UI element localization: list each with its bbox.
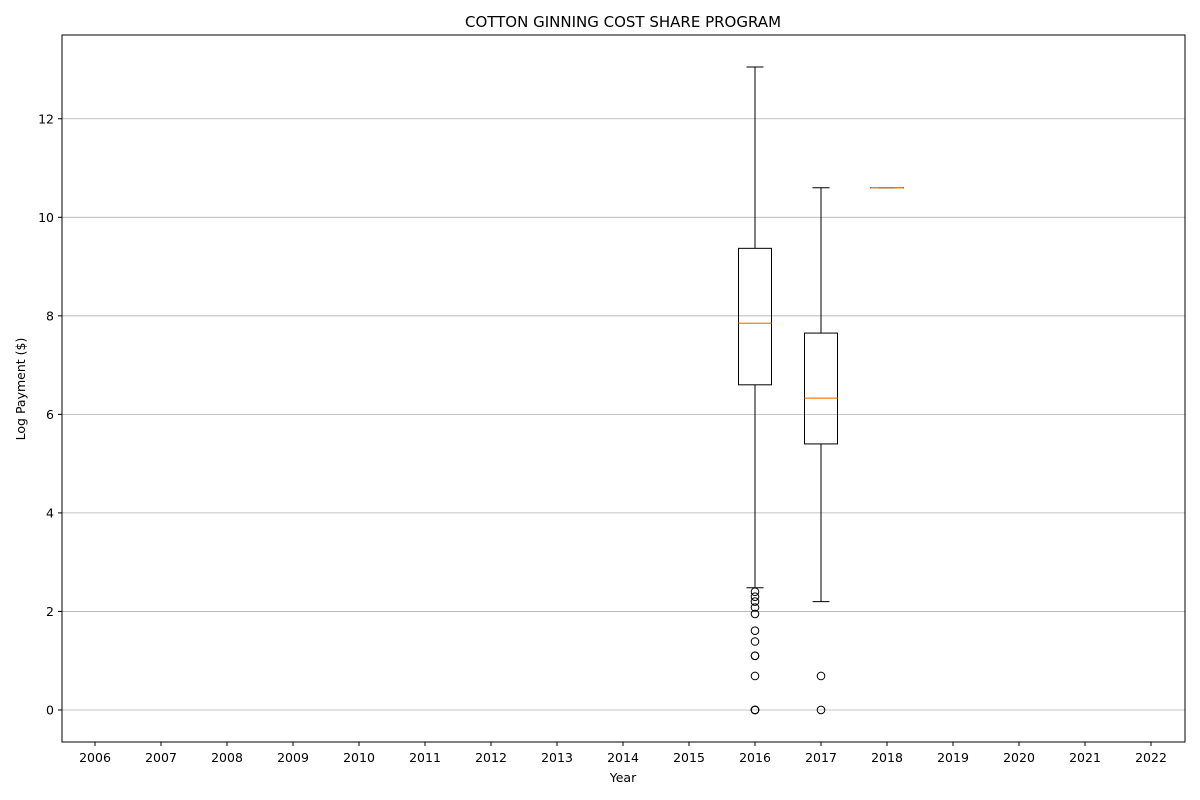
outlier-point: [750, 609, 760, 619]
box-iqr: [804, 332, 838, 445]
x-tick-label: 2015: [673, 750, 705, 765]
x-tick-label: 2014: [607, 750, 639, 765]
y-tick-label: 2: [46, 604, 54, 619]
x-tick-label: 2009: [277, 750, 309, 765]
outlier-point: [750, 651, 760, 661]
outlier-point: [750, 671, 760, 681]
y-axis-label: Log Payment ($): [13, 338, 28, 441]
outlier-point: [750, 592, 760, 601]
y-gridlines: [62, 118, 1185, 711]
box-iqr: [738, 247, 772, 386]
y-tick-label: 0: [46, 702, 54, 717]
x-tick-label: 2012: [475, 750, 507, 765]
x-axis-label: Year: [609, 770, 637, 785]
chart-title: COTTON GINNING COST SHARE PROGRAM: [465, 13, 781, 31]
outlier-point: [750, 637, 760, 646]
x-tick-label: 2007: [145, 750, 177, 765]
x-tick-label: 2021: [1069, 750, 1101, 765]
x-tick-label: 2010: [343, 750, 375, 765]
x-tick-label: 2018: [871, 750, 903, 765]
x-tick-label: 2019: [937, 750, 969, 765]
y-tick-label: 4: [46, 505, 54, 520]
outlier-point: [750, 597, 760, 606]
boxes-layer: [738, 66, 904, 715]
x-tick-label: 2008: [211, 750, 243, 765]
x-tick-label: 2011: [409, 750, 441, 765]
x-tick-label: 2006: [79, 750, 111, 765]
outlier-point: [816, 671, 826, 681]
box-2017: [804, 187, 838, 715]
y-axis-ticks: 0 2 4 6 8 10 12: [38, 111, 62, 717]
box-2016: [738, 66, 772, 715]
x-tick-label: 2020: [1003, 750, 1035, 765]
y-tick-label: 6: [46, 407, 54, 422]
y-tick-label: 12: [38, 111, 54, 126]
outlier-point: [750, 587, 760, 597]
x-tick-label: 2022: [1135, 750, 1167, 765]
x-axis-ticks: 2006 2007 2008 2009 2010 2011 2012 2013 2014 2015…: [79, 742, 1167, 765]
x-tick-label: 2016: [739, 750, 771, 765]
outlier-point: [750, 603, 760, 612]
outlier-point: [816, 705, 826, 715]
x-tick-label: 2013: [541, 750, 573, 765]
y-tick-label: 8: [46, 308, 54, 323]
y-tick-label: 10: [38, 210, 54, 225]
plot-frame: [61, 34, 1186, 743]
outlier-point: [750, 705, 760, 715]
outlier-point: [750, 626, 760, 635]
x-tick-label: 2017: [805, 750, 837, 765]
